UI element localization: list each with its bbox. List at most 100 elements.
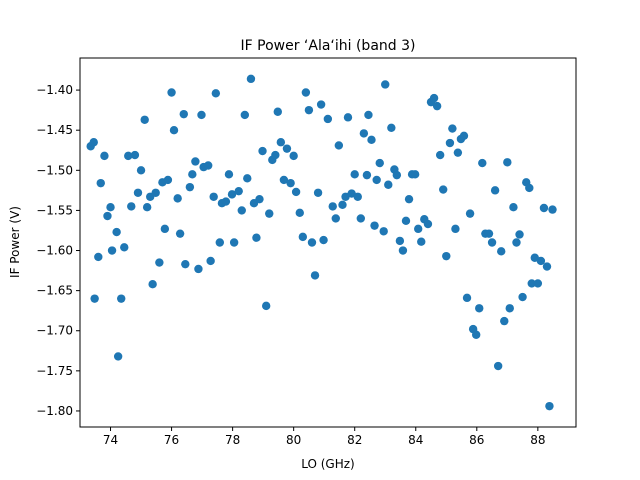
data-point [503,158,512,167]
data-point [258,146,267,156]
data-point [500,316,509,326]
data-point [133,188,143,197]
x-tick-label: 78 [225,433,240,447]
data-point [525,183,534,193]
data-point [439,185,448,194]
data-point [536,256,546,266]
data-point [478,158,487,168]
data-point [276,138,286,147]
data-point [271,150,280,160]
data-point [120,243,129,252]
data-point [515,230,524,239]
data-point [229,238,239,247]
x-tick-label: 86 [469,433,484,447]
data-point [148,280,157,289]
data-point [387,123,396,132]
data-point [487,238,497,247]
x-tick-label: 88 [530,433,545,447]
data-point [364,110,373,120]
data-point [140,115,149,124]
data-point [372,175,381,185]
data-point [448,124,457,133]
data-point [90,294,99,303]
data-point [234,186,243,196]
data-point [113,352,123,361]
data-point [398,246,408,255]
data-point [404,194,414,204]
data-point [117,294,126,303]
data-point [107,246,117,255]
data-point [414,224,423,234]
data-point [298,232,308,242]
data-point [211,89,221,98]
data-point [417,237,426,246]
x-tick-label: 76 [164,433,179,447]
data-point [423,219,433,229]
data-point [124,151,133,161]
x-tick-label: 74 [103,433,118,447]
data-point [89,138,98,147]
data-point [265,209,274,218]
data-point [353,192,362,201]
data-point [204,161,213,170]
data-point [197,110,206,120]
data-point [395,236,405,246]
data-point [323,114,333,124]
plot-area [80,58,576,427]
data-point [518,292,527,302]
data-point [484,229,494,238]
data-point [548,205,557,214]
data-point [255,194,264,204]
data-point [490,186,500,195]
x-tick-label: 82 [347,433,362,447]
data-point [185,182,195,192]
data-point [160,224,170,234]
data-point [497,247,506,256]
data-point [209,192,218,201]
data-point [505,304,514,313]
data-point [338,200,347,209]
data-point [136,166,146,175]
y-axis-ticks: −1.40 −1.45 −1.50 −1.55 −1.60 −1.65 −1.70 −1.75… [36,83,80,418]
data-point [155,258,164,267]
data-point [334,141,344,150]
data-point [533,279,543,288]
data-point [539,203,549,213]
data-point [179,109,188,119]
data-point [310,271,320,280]
data-point [381,80,390,89]
y-tick-label: −1.40 [36,83,73,97]
x-axis-label: LO (GHz) [301,457,355,471]
data-point [451,224,460,234]
data-point [130,150,140,160]
data-point [167,88,176,97]
data-point [453,148,463,157]
data-points [86,74,557,411]
data-point [191,157,200,166]
data-point [291,187,301,197]
data-point [181,259,190,269]
data-point [512,238,521,247]
data-point [286,178,295,188]
data-point [206,256,215,266]
data-point [432,101,442,111]
data-point [175,229,185,238]
data-point [410,170,420,179]
data-point [103,211,112,221]
data-point [359,129,369,138]
data-point [465,209,475,218]
data-point [188,170,197,179]
data-point [289,151,298,161]
data-point [127,202,136,211]
data-point [100,151,109,161]
data-point [224,170,234,179]
data-point [462,293,472,303]
data-point [106,203,115,212]
data-point [304,105,314,115]
data-point [243,174,252,183]
data-point [221,197,231,206]
y-axis-label: IF Power (V) [8,206,22,278]
data-point [429,93,439,103]
data-point [240,110,250,120]
